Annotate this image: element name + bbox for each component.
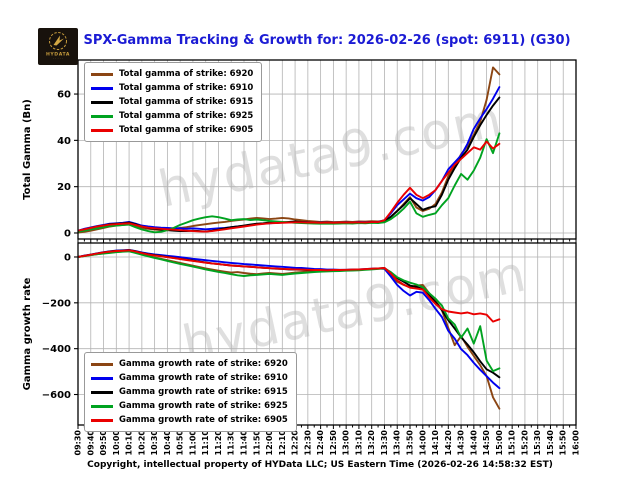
y-tick-label: −600 bbox=[42, 390, 71, 401]
legend-label: Gamma growth rate of strike: 6920 bbox=[119, 359, 288, 369]
x-tick-labels: 09:30 09:40 09:50 10:00 10:10 10:20 10:30 10:40… bbox=[74, 430, 581, 456]
legend-label: Total gamma of strike: 6925 bbox=[119, 111, 254, 121]
legend-label: Gamma growth rate of strike: 6915 bbox=[119, 387, 288, 397]
page-title: SPX-Gamma Tracking & Growth for: 2026-02… bbox=[83, 33, 571, 48]
x-tick-label: 11:50 bbox=[252, 430, 261, 456]
legend-swatch bbox=[91, 128, 113, 132]
logo-background bbox=[38, 28, 78, 65]
y-tick-label: −400 bbox=[42, 344, 71, 355]
x-tick-label: 09:30 bbox=[74, 430, 83, 456]
legend-swatch bbox=[91, 100, 113, 104]
legend-swatch bbox=[91, 418, 113, 422]
legend-item-6915: Total gamma of strike: 6915 bbox=[91, 95, 253, 109]
x-tick-label: 16:00 bbox=[572, 430, 581, 456]
legend-item-6920: Total gamma of strike: 6920 bbox=[91, 67, 253, 81]
x-tick-label: 12:00 bbox=[265, 430, 274, 456]
legend-item-6915: Gamma growth rate of strike: 6915 bbox=[91, 385, 288, 399]
x-tick-label: 11:00 bbox=[188, 430, 197, 456]
legend-swatch bbox=[91, 72, 113, 76]
legend-item-6910: Total gamma of strike: 6910 bbox=[91, 81, 253, 95]
series-line-bottom-6925 bbox=[78, 250, 501, 373]
logo-dots: · · · · · bbox=[53, 57, 63, 61]
x-tick-label: 13:30 bbox=[380, 430, 389, 456]
x-tick-label: 10:00 bbox=[112, 430, 121, 456]
x-tick-label: 11:20 bbox=[214, 430, 223, 456]
legend-swatch bbox=[91, 376, 113, 380]
panel-frame bbox=[77, 242, 577, 426]
x-tick-label: 13:20 bbox=[367, 430, 376, 456]
legend-growth-rate: Gamma growth rate of strike: 6920 Gamma g… bbox=[84, 352, 297, 432]
x-tick-label: 15:20 bbox=[520, 430, 529, 456]
copyright-footer: Copyright, intellectual property of HYDa… bbox=[87, 460, 553, 470]
x-tick-label: 11:30 bbox=[227, 430, 236, 456]
series-line-bottom-6905 bbox=[78, 249, 501, 323]
legend-label: Gamma growth rate of strike: 6925 bbox=[119, 401, 288, 411]
x-tick-label: 12:30 bbox=[303, 430, 312, 456]
legend-label: Total gamma of strike: 6920 bbox=[119, 69, 254, 79]
y-tick-label: 0 bbox=[64, 228, 71, 239]
x-tick-label: 14:20 bbox=[444, 430, 453, 456]
y-tick-label: 60 bbox=[57, 90, 71, 101]
x-tick-label: 12:10 bbox=[278, 430, 287, 456]
x-tick-label: 14:30 bbox=[457, 430, 466, 456]
y-tick-label: 20 bbox=[57, 182, 71, 193]
x-tick-label: 12:40 bbox=[316, 430, 325, 456]
legend-item-6910: Gamma growth rate of strike: 6910 bbox=[91, 371, 288, 385]
panel-frame bbox=[77, 59, 577, 240]
y-tick-label: −200 bbox=[42, 298, 71, 309]
logo-brand-text: HYDATA bbox=[46, 52, 70, 58]
x-tick-label: 15:30 bbox=[533, 430, 542, 456]
x-tick-label: 15:10 bbox=[508, 430, 517, 456]
legend-item-6925: Gamma growth rate of strike: 6925 bbox=[91, 399, 288, 413]
x-tick-label: 10:40 bbox=[163, 430, 172, 456]
x-tick-label: 10:30 bbox=[150, 430, 159, 456]
x-tick-label: 13:40 bbox=[393, 430, 402, 456]
x-tick-label: 15:00 bbox=[495, 430, 504, 456]
x-tick-label: 09:50 bbox=[99, 430, 108, 456]
x-tick-label: 14:10 bbox=[431, 430, 440, 456]
legend-label: Total gamma of strike: 6915 bbox=[119, 97, 254, 107]
legend-swatch bbox=[91, 114, 113, 118]
x-tick-label: 10:20 bbox=[137, 430, 146, 456]
legend-label: Gamma growth rate of strike: 6910 bbox=[119, 373, 288, 383]
x-tick-label: 11:10 bbox=[201, 430, 210, 456]
legend-swatch bbox=[91, 362, 113, 366]
y-tick-label: 40 bbox=[57, 136, 71, 147]
x-tick-label: 15:40 bbox=[546, 430, 555, 456]
x-tick-label: 10:50 bbox=[176, 430, 185, 456]
legend-swatch bbox=[91, 404, 113, 408]
legend-label: Total gamma of strike: 6910 bbox=[119, 83, 254, 93]
x-tick-label: 10:10 bbox=[125, 430, 134, 456]
hydata-logo: HYDATA · · · · · bbox=[38, 28, 78, 65]
legend-total-gamma: Total gamma of strike: 6920 Total gamma o… bbox=[84, 62, 263, 142]
legend-item-6925: Total gamma of strike: 6925 bbox=[91, 109, 253, 123]
x-tick-label: 09:40 bbox=[86, 430, 95, 456]
x-tick-label: 11:40 bbox=[240, 430, 249, 456]
y-axis-label-top: Total Gamma (Bn) bbox=[22, 99, 33, 200]
x-tick-label: 14:40 bbox=[469, 430, 478, 456]
y-tick-label: 0 bbox=[64, 252, 71, 263]
x-tick-label: 13:00 bbox=[342, 430, 351, 456]
series-line-top-6905 bbox=[78, 140, 501, 233]
bird-icon bbox=[53, 35, 64, 46]
legend-item-6905: Gamma growth rate of strike: 6905 bbox=[91, 413, 288, 427]
legend-item-6920: Gamma growth rate of strike: 6920 bbox=[91, 357, 288, 371]
x-tick-label: 14:50 bbox=[482, 430, 491, 456]
x-tick-label: 13:50 bbox=[406, 430, 415, 456]
x-tick-label: 13:10 bbox=[354, 430, 363, 456]
y-axis-label-bottom: Gamma growth rate bbox=[22, 277, 33, 390]
panel-bottom: 0 −200 −400 −600 Gamma growth rate bbox=[22, 242, 577, 429]
x-tick-label: 15:50 bbox=[559, 430, 568, 456]
logo-ring bbox=[49, 32, 67, 50]
legend-swatch bbox=[91, 390, 113, 394]
legend-swatch bbox=[91, 86, 113, 90]
x-tick-label: 12:50 bbox=[329, 430, 338, 456]
legend-item-6905: Total gamma of strike: 6905 bbox=[91, 123, 253, 137]
legend-label: Total gamma of strike: 6905 bbox=[119, 125, 254, 135]
legend-label: Gamma growth rate of strike: 6905 bbox=[119, 415, 288, 425]
x-tick-label: 12:20 bbox=[291, 430, 300, 456]
x-tick-label: 14:00 bbox=[418, 430, 427, 456]
